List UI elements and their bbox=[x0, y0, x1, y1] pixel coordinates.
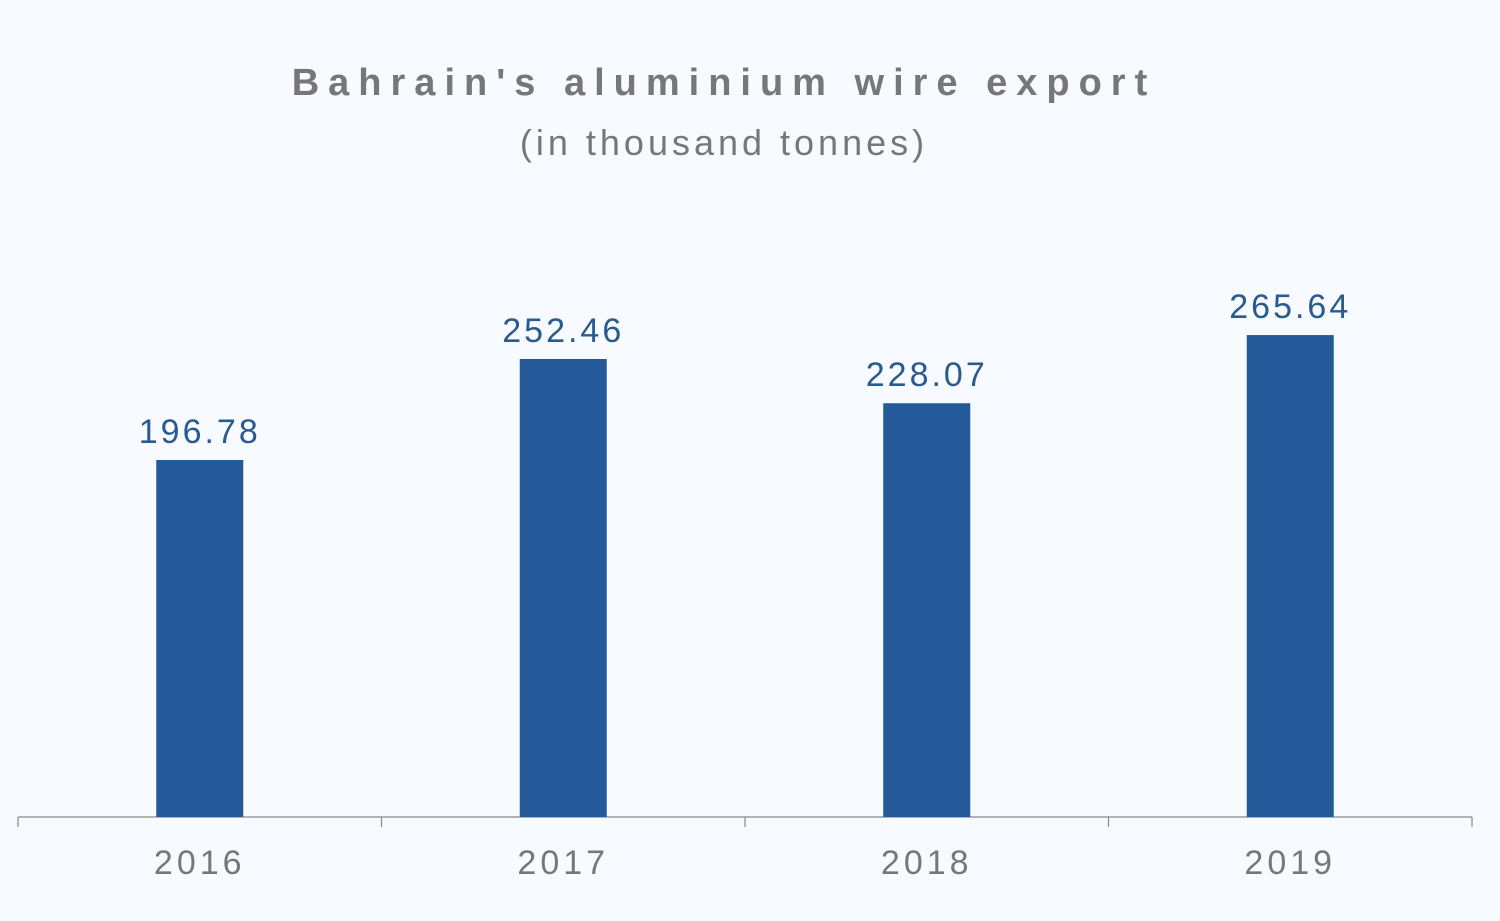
x-tick-label: 2019 bbox=[1244, 844, 1336, 882]
bar bbox=[1246, 335, 1334, 817]
value-label: 196.78 bbox=[139, 413, 261, 451]
chart-subtitle: (in thousand tonnes) bbox=[520, 122, 928, 163]
x-tick-label: 2018 bbox=[881, 844, 973, 882]
value-label: 265.64 bbox=[1229, 288, 1351, 326]
value-label: 252.46 bbox=[502, 312, 624, 350]
value-label: 228.07 bbox=[866, 356, 988, 394]
bar bbox=[156, 460, 244, 817]
bar bbox=[519, 358, 607, 817]
x-tick-label: 2017 bbox=[517, 844, 609, 882]
bar bbox=[883, 403, 971, 817]
chart-title: Bahrain's aluminium wire export bbox=[292, 62, 1157, 104]
x-tick-label: 2016 bbox=[154, 844, 246, 882]
